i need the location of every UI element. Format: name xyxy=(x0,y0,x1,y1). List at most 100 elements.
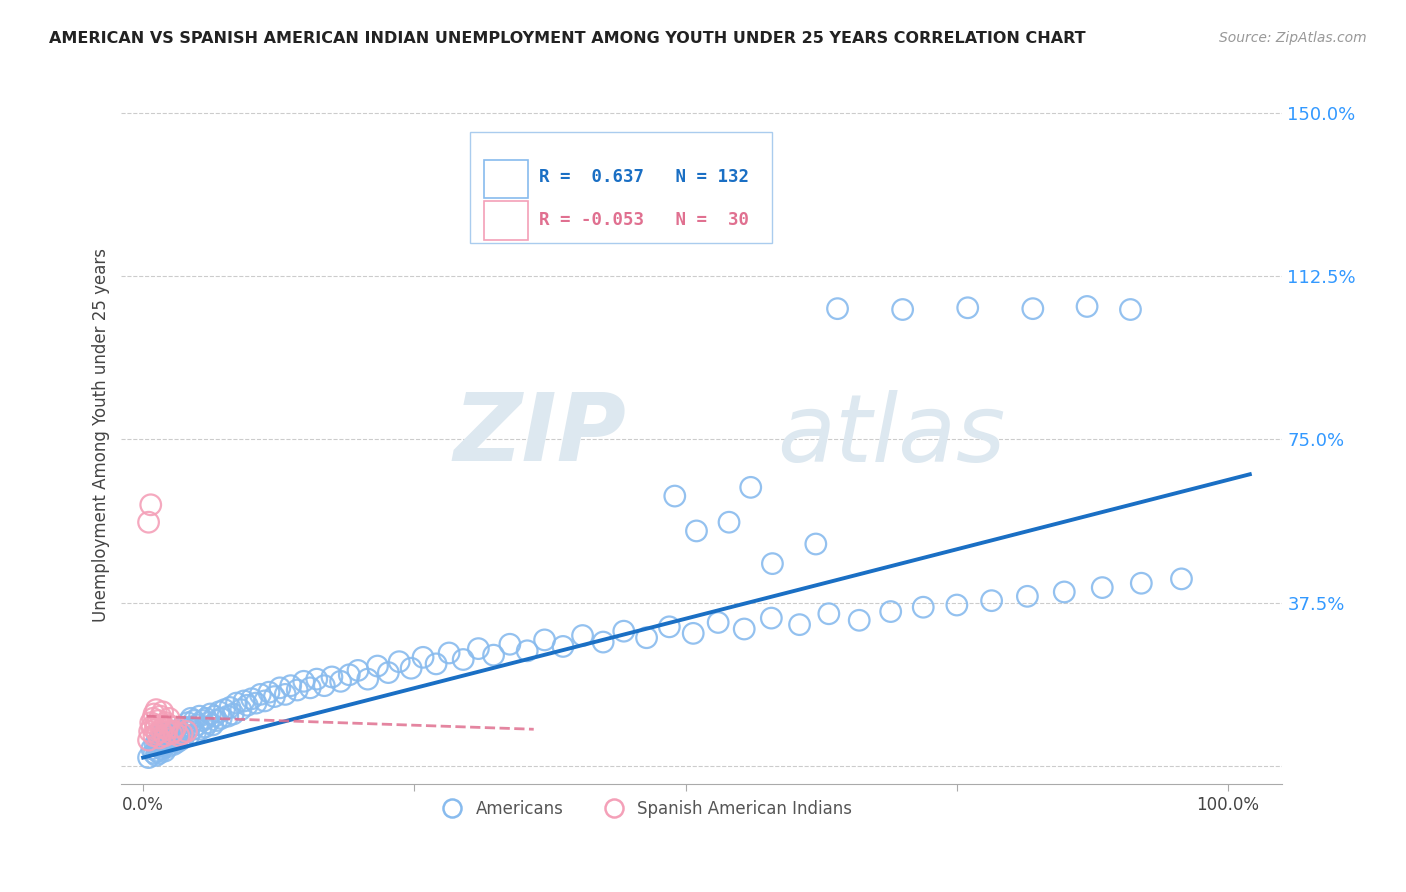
Point xyxy=(145,718,167,732)
Point xyxy=(173,723,195,737)
Point xyxy=(156,729,179,743)
Point xyxy=(214,703,236,717)
Point xyxy=(149,731,172,745)
Point xyxy=(145,748,167,763)
Point xyxy=(804,537,827,551)
Point xyxy=(149,709,172,723)
Point xyxy=(162,738,184,752)
Point xyxy=(366,659,388,673)
Point xyxy=(183,714,205,728)
Point xyxy=(155,715,177,730)
Point xyxy=(280,679,302,693)
Point xyxy=(163,726,186,740)
Point xyxy=(162,733,184,747)
Point xyxy=(172,720,194,734)
FancyBboxPatch shape xyxy=(484,160,527,198)
Point xyxy=(155,738,177,752)
Point xyxy=(153,733,176,747)
Point xyxy=(571,628,593,642)
Point xyxy=(191,714,214,728)
Point xyxy=(172,731,194,745)
Point xyxy=(172,726,194,740)
Point xyxy=(138,515,160,529)
Point xyxy=(143,738,166,752)
Point xyxy=(253,694,276,708)
Point xyxy=(165,731,187,745)
Point xyxy=(138,724,160,739)
Point xyxy=(912,600,935,615)
Text: ZIP: ZIP xyxy=(454,389,627,481)
Point xyxy=(516,644,538,658)
Point xyxy=(1022,301,1045,316)
Point xyxy=(195,711,218,725)
Point xyxy=(482,648,505,662)
Point xyxy=(179,720,201,734)
FancyBboxPatch shape xyxy=(484,202,527,240)
Point xyxy=(682,626,704,640)
Point xyxy=(299,681,322,695)
Point xyxy=(592,635,614,649)
Point xyxy=(148,731,170,745)
Point xyxy=(685,524,707,538)
Point xyxy=(827,301,849,316)
Point xyxy=(217,709,239,723)
Point xyxy=(141,720,163,734)
Point xyxy=(664,489,686,503)
Point xyxy=(229,703,252,717)
Point xyxy=(148,738,170,752)
Point xyxy=(152,720,174,734)
Point xyxy=(162,724,184,739)
Point xyxy=(305,672,328,686)
Point xyxy=(321,670,343,684)
Point xyxy=(347,664,370,678)
Point xyxy=(148,739,170,754)
Point xyxy=(143,746,166,760)
Point xyxy=(412,650,434,665)
Point xyxy=(499,637,522,651)
Point xyxy=(946,598,969,612)
Point xyxy=(225,696,247,710)
Point xyxy=(658,620,681,634)
Point xyxy=(167,729,190,743)
Point xyxy=(159,735,181,749)
Point xyxy=(1076,300,1098,314)
Text: R = -0.053   N =  30: R = -0.053 N = 30 xyxy=(540,211,749,229)
Point xyxy=(153,744,176,758)
Point xyxy=(233,694,256,708)
Point xyxy=(194,720,217,734)
Point xyxy=(160,729,183,743)
Point xyxy=(980,593,1002,607)
Point xyxy=(146,726,169,740)
Point xyxy=(1170,572,1192,586)
Legend: Americans, Spanish American Indians: Americans, Spanish American Indians xyxy=(429,793,859,824)
Point xyxy=(143,729,166,743)
Point xyxy=(209,711,232,725)
Point xyxy=(148,746,170,760)
Point xyxy=(222,706,245,721)
Point xyxy=(292,674,315,689)
Point xyxy=(148,714,170,728)
Point xyxy=(169,733,191,747)
Point xyxy=(152,726,174,740)
Point xyxy=(152,705,174,719)
Point xyxy=(437,646,460,660)
Point xyxy=(152,733,174,747)
Point xyxy=(201,718,224,732)
Point xyxy=(157,739,180,754)
Point xyxy=(188,709,211,723)
Point xyxy=(245,696,267,710)
Point xyxy=(219,700,242,714)
Text: R =  0.637   N = 132: R = 0.637 N = 132 xyxy=(540,168,749,186)
Point xyxy=(156,735,179,749)
Point xyxy=(176,715,198,730)
Point xyxy=(236,698,259,713)
Point xyxy=(1091,581,1114,595)
Point xyxy=(167,729,190,743)
Point xyxy=(879,605,901,619)
Point xyxy=(1119,302,1142,317)
Point xyxy=(150,742,173,756)
Point xyxy=(425,657,447,671)
FancyBboxPatch shape xyxy=(470,132,772,244)
Point xyxy=(205,714,228,728)
Point xyxy=(138,733,160,747)
